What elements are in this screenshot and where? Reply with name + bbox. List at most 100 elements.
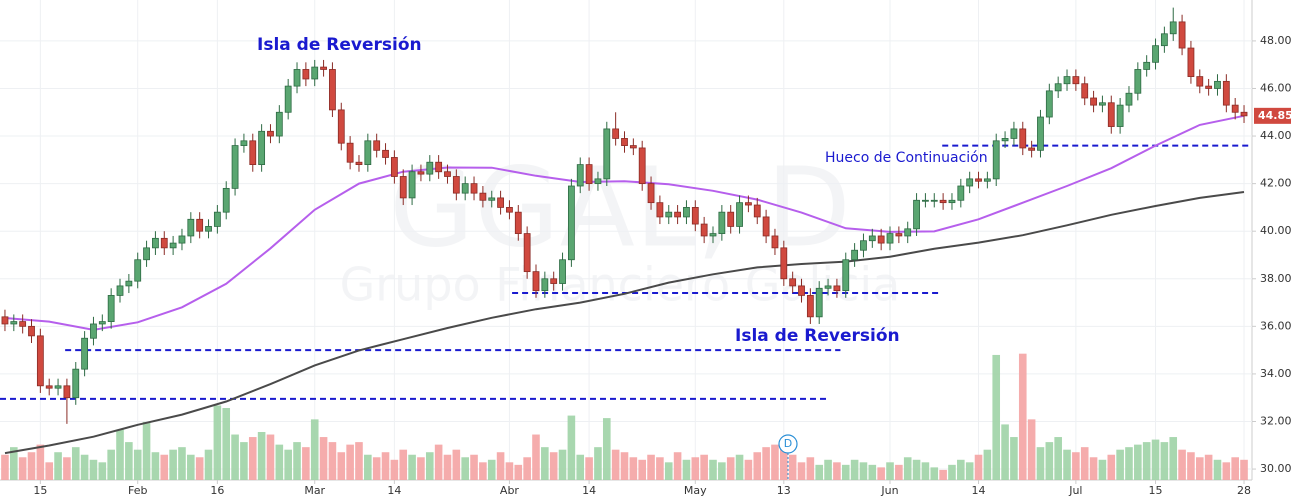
volume-bar <box>903 457 912 480</box>
candle-body <box>1 316 9 325</box>
y-tick-label: 34.00 <box>1260 367 1291 380</box>
volume-bar <box>1107 454 1116 480</box>
volume-bar <box>576 454 585 480</box>
candle-body <box>1214 80 1221 89</box>
candle-body <box>1028 147 1036 151</box>
candle-body <box>718 211 726 234</box>
volume-bar <box>921 462 930 480</box>
volume-bar <box>974 454 983 480</box>
volume-bar <box>1204 454 1213 480</box>
volume-bar <box>957 459 965 480</box>
volume-bar <box>1080 447 1089 480</box>
x-tick-label: Mar <box>304 484 325 497</box>
volume-bar <box>567 415 576 480</box>
volume-bar <box>89 459 98 480</box>
candle-body <box>665 211 673 218</box>
candle-body <box>1063 76 1071 85</box>
volume-bar <box>585 457 593 480</box>
x-tick-label: 15 <box>1149 484 1163 497</box>
volume-bar <box>372 457 381 480</box>
volume-bar <box>479 462 487 480</box>
volume-bar <box>1001 424 1009 480</box>
volume-bar <box>452 449 461 480</box>
volume-bar <box>726 457 735 480</box>
volume-bar <box>1125 447 1133 480</box>
volume-bar <box>983 449 992 480</box>
candle-body <box>187 218 195 237</box>
candle-body <box>886 233 894 244</box>
volume-bar <box>753 452 762 480</box>
x-tick-label: Jul <box>1068 484 1082 497</box>
candle-body <box>594 178 602 185</box>
candle-body <box>532 271 540 292</box>
volume-bar <box>240 442 248 480</box>
candle-body <box>1196 76 1204 87</box>
volume-bar <box>293 442 301 480</box>
candle-body <box>222 187 230 213</box>
volume-bar <box>647 454 655 480</box>
candle-body <box>1143 61 1151 70</box>
candle-body <box>506 207 513 213</box>
volume-bar <box>948 464 956 480</box>
y-tick-label: 30.00 <box>1260 462 1291 475</box>
volume-bar <box>496 452 505 480</box>
watermark: GGAL, D <box>389 143 851 271</box>
volume-bar <box>1089 457 1098 480</box>
volume-bar <box>1036 447 1045 480</box>
volume-bar <box>886 462 894 480</box>
candle-body <box>514 211 522 234</box>
x-tick-label: Feb <box>128 484 147 497</box>
candle-body <box>116 285 124 296</box>
candle-body <box>1090 97 1097 106</box>
volume-bar <box>1231 457 1239 480</box>
candle-body <box>709 233 717 237</box>
candle-body <box>559 259 566 284</box>
candle-body <box>10 321 18 325</box>
volume-bar <box>629 457 638 480</box>
candle-body <box>399 176 407 199</box>
layer <box>4 114 1245 455</box>
layer <box>1 353 1248 480</box>
volume-bar <box>425 452 434 480</box>
candle-body <box>36 335 44 387</box>
volume-bar <box>248 437 257 480</box>
candle-body <box>541 278 549 292</box>
candle-body <box>1125 92 1133 106</box>
volume-bar <box>1 454 9 480</box>
candle-body <box>815 287 823 318</box>
candle-body <box>860 240 867 251</box>
candle-body <box>90 323 97 339</box>
candle-body <box>28 325 35 337</box>
candle-body <box>1072 76 1080 85</box>
x-tick-label: Jun <box>880 484 898 497</box>
candle-body <box>1001 138 1009 142</box>
volume-bar <box>541 447 549 480</box>
volume-bar <box>682 459 691 480</box>
volume-bar <box>868 464 877 480</box>
x-tick-label: Abr <box>500 484 520 497</box>
candle-body <box>63 385 71 399</box>
volume-bar <box>1151 439 1160 480</box>
candle-body <box>355 161 363 165</box>
candle-body <box>603 128 611 180</box>
candle-body <box>160 237 168 249</box>
candle-body <box>523 233 531 273</box>
volume-bar <box>355 442 363 480</box>
candle-body <box>798 285 805 296</box>
candle-body <box>612 128 620 139</box>
volume-bar <box>1116 449 1124 480</box>
candle-body <box>1116 104 1124 127</box>
candle-body <box>1010 128 1018 139</box>
candle-body <box>1222 80 1230 106</box>
candle-body <box>337 109 345 144</box>
candle-body <box>745 202 752 206</box>
volume-bar <box>780 449 788 480</box>
volume-bar <box>364 454 372 480</box>
volume-bar <box>912 459 921 480</box>
candle-body <box>638 147 646 185</box>
volume-bar <box>302 447 310 480</box>
annotation: Hueco de Continuación <box>825 150 988 166</box>
candle-body <box>975 178 982 182</box>
volume-bar <box>930 467 939 480</box>
candle-body <box>470 183 478 194</box>
